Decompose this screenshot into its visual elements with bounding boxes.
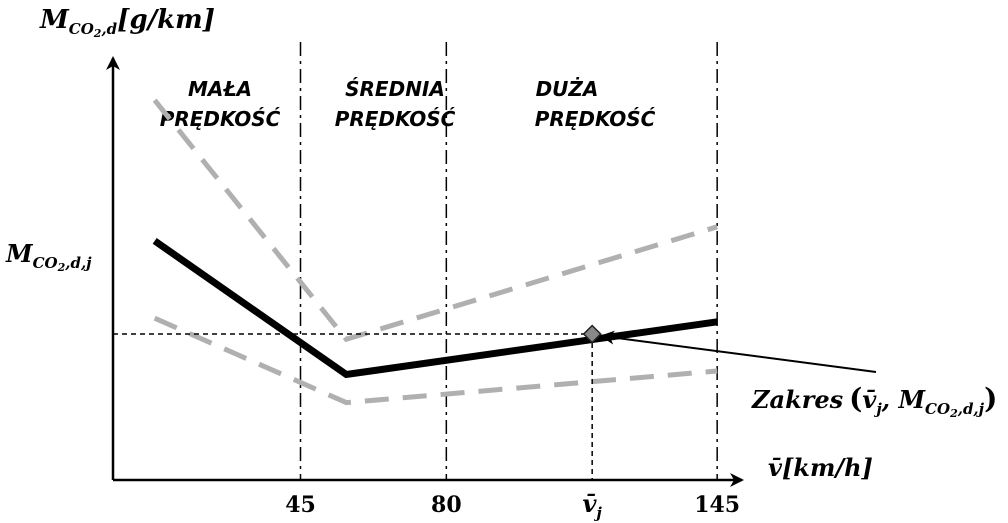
x-axis-label: v̄[km/h] [768, 453, 873, 482]
band-label-low-2: PRĘDKOŚĆ [160, 107, 281, 131]
band-label-low-1: MAŁA [188, 77, 252, 101]
series-dashed-gray-upper [152, 98, 718, 343]
x-tick-labels: 45 80 145 [285, 492, 740, 518]
x-tick-45: 45 [285, 492, 316, 518]
series-layer [152, 98, 718, 406]
speed-boundaries [299, 42, 718, 480]
band-label-high-2: PRĘDKOŚĆ [535, 107, 656, 131]
guide-layer [113, 324, 602, 480]
series-dashed-gray-lower [153, 315, 718, 406]
band-labels: MAŁA PRĘDKOŚĆ ŚREDNIA PRĘDKOŚĆ DUŻA PRĘD… [160, 77, 656, 131]
band-label-mid-1: ŚREDNIA [345, 77, 445, 101]
x-tick-145: 145 [694, 492, 740, 518]
vj-tick-label: v̄j [582, 489, 602, 522]
band-label-high-1: DUŻA [536, 77, 599, 101]
band-label-mid-2: PRĘDKOŚĆ [335, 107, 456, 131]
x-tick-80: 80 [431, 492, 462, 518]
point-marker [582, 324, 602, 344]
y-axis-label: MCO2,d[g/km] [39, 5, 215, 40]
annotation-pointer [600, 330, 877, 373]
annotation-label: Zakres (v̄j, MCO2,d,j) [751, 382, 997, 420]
y-marker-label: MCO2,d,j [5, 239, 92, 274]
